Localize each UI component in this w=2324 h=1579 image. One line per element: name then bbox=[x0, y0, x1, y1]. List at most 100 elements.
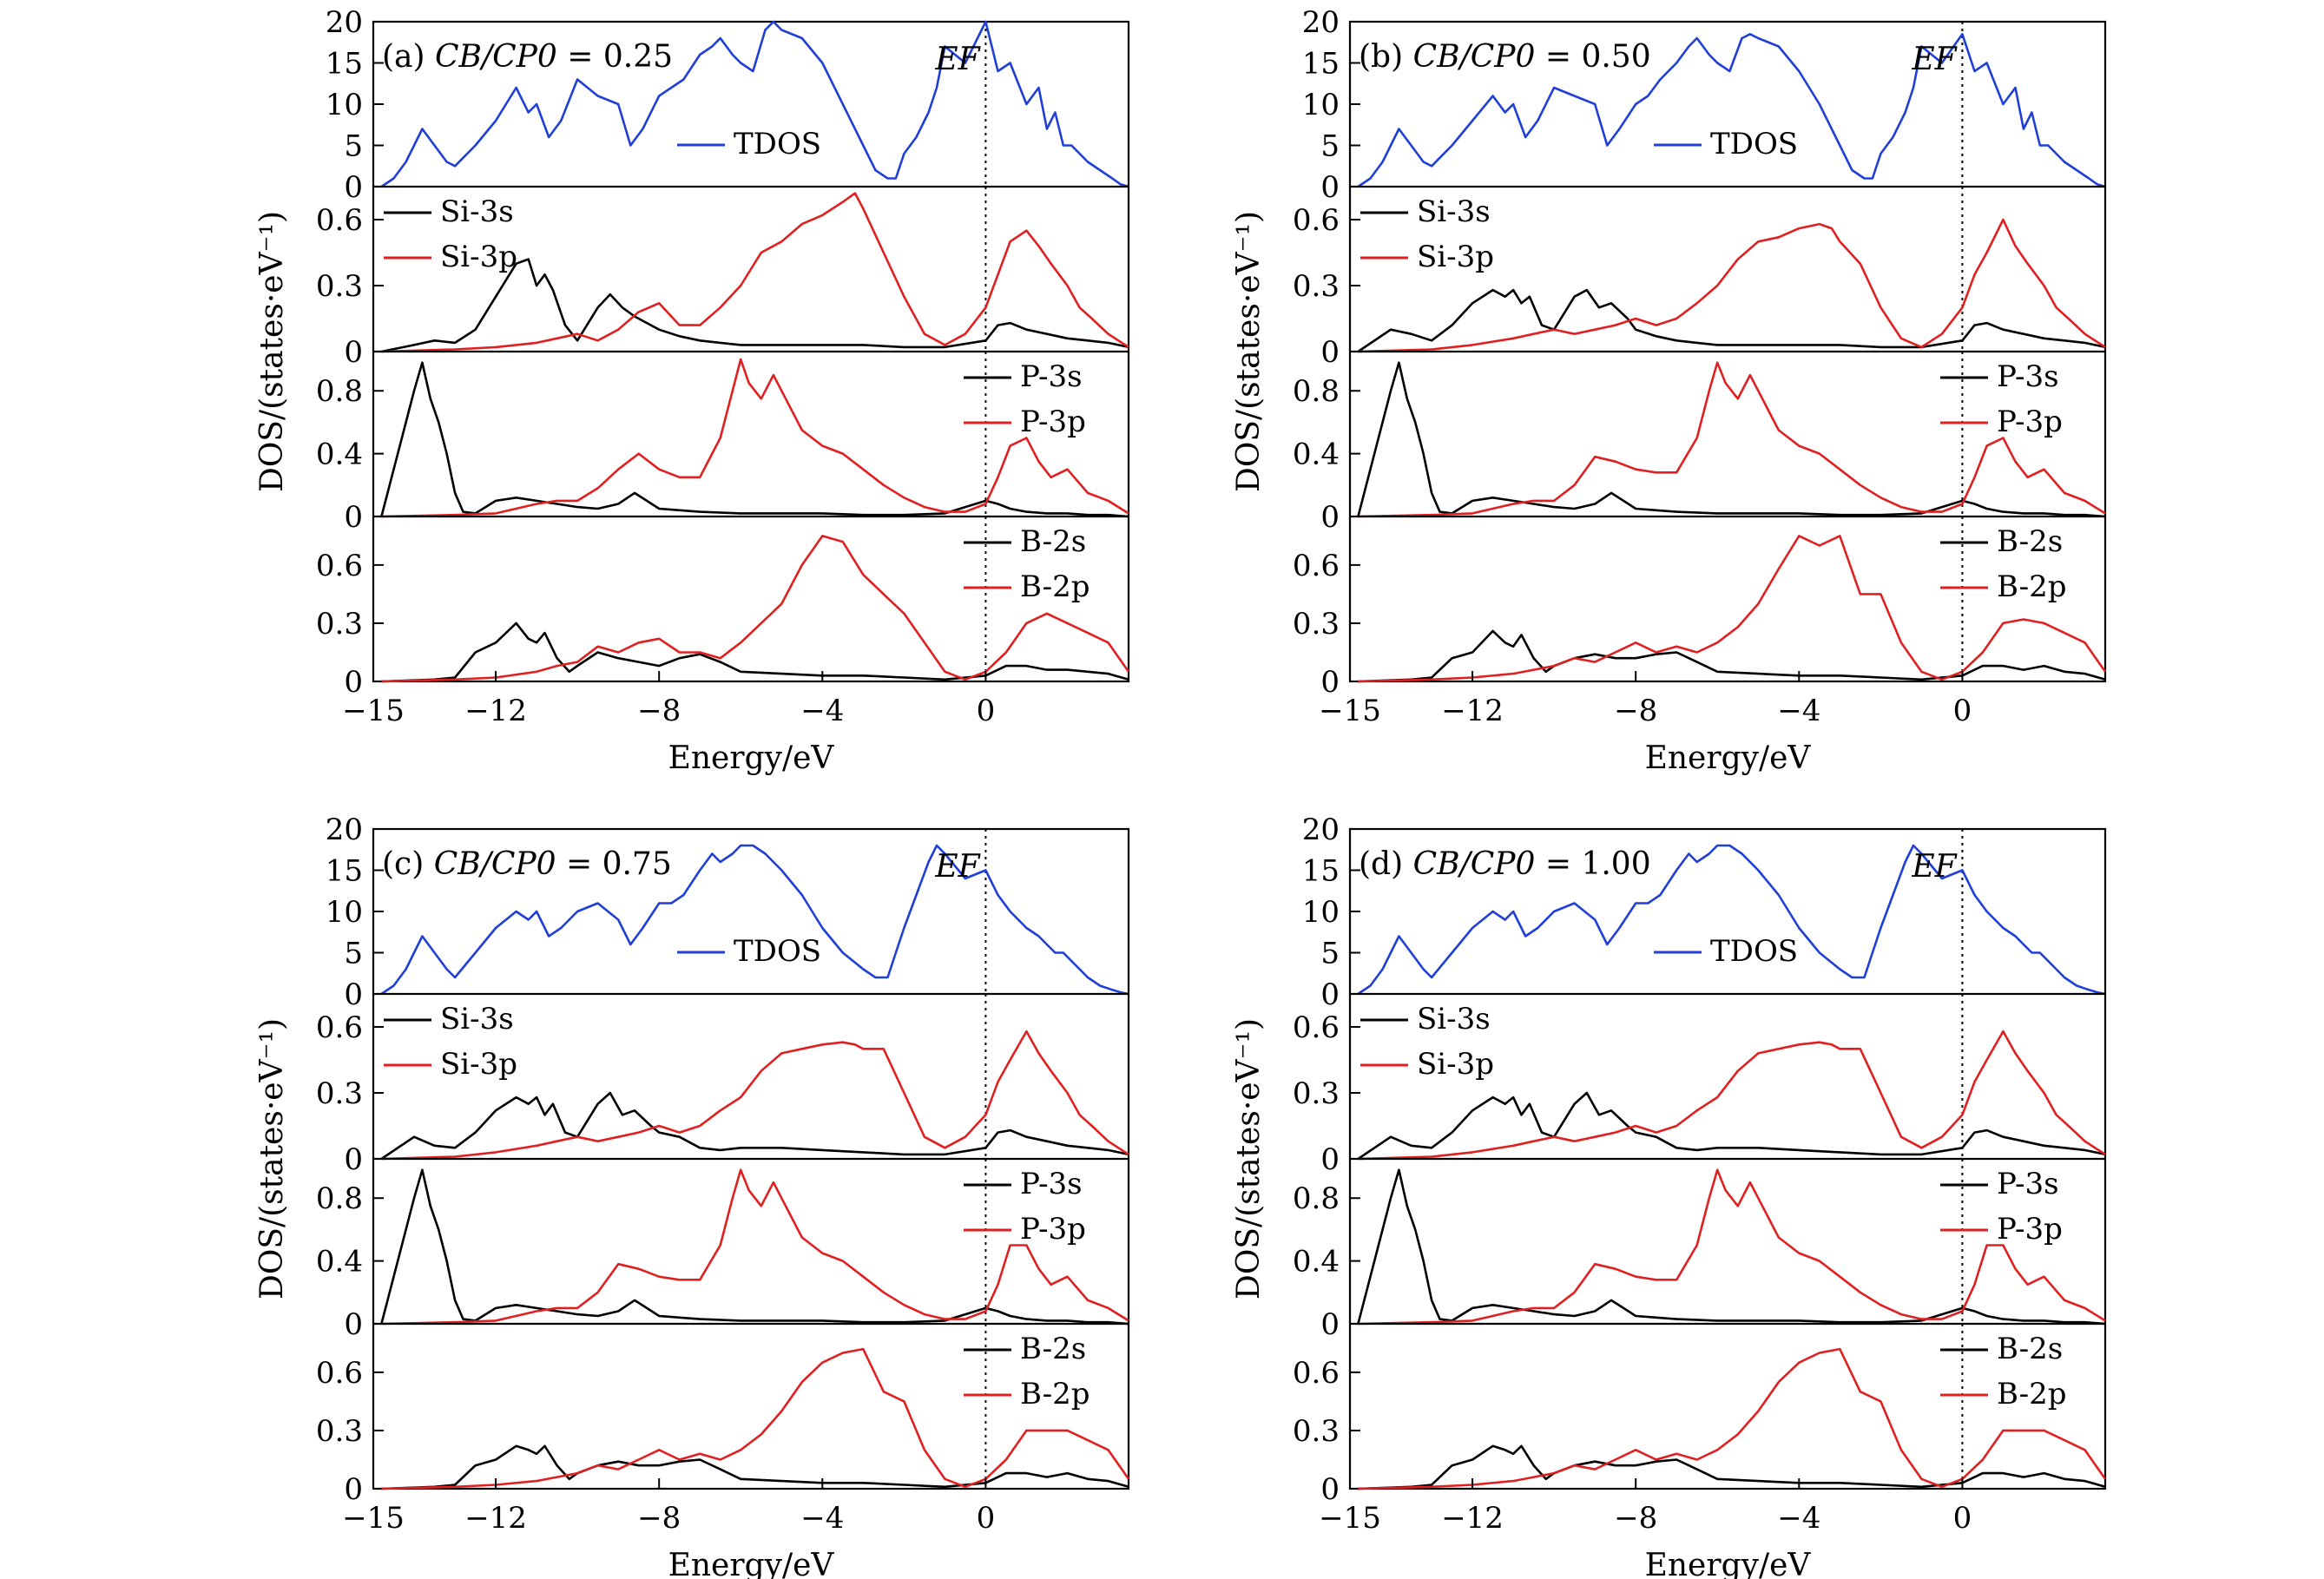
y-axis-label: DOS/(states·eV⁻¹) bbox=[1231, 1018, 1267, 1299]
subplot-p: 0 0.4 0.8 P-3s P-3p bbox=[1293, 1157, 2106, 1342]
legend-label: P-3s bbox=[1020, 359, 1083, 394]
series-b-2s bbox=[381, 1444, 1129, 1490]
condition-part: 0.50 bbox=[1581, 39, 1650, 75]
series-p-3p bbox=[1358, 361, 2106, 518]
series-b-2p bbox=[381, 1347, 1130, 1490]
x-tick-label: −12 bbox=[1441, 694, 1504, 728]
legend-label: B-2s bbox=[1020, 1332, 1086, 1366]
series-p-3s bbox=[1357, 361, 2106, 518]
y-tick-label: 0 bbox=[344, 665, 363, 700]
y-tick-label: 0.6 bbox=[316, 549, 363, 583]
x-tick-label: −15 bbox=[1319, 1501, 1381, 1536]
x-tick-label: −4 bbox=[1777, 1501, 1820, 1536]
x-tick-label: −8 bbox=[637, 694, 681, 728]
y-tick-label: 0 bbox=[1320, 170, 1340, 205]
x-tick-label: −4 bbox=[800, 694, 844, 728]
x-tick-label: 0 bbox=[1953, 694, 1972, 728]
series-si-3s bbox=[1357, 1091, 2106, 1161]
x-tick-label: −12 bbox=[1441, 1501, 1504, 1536]
y-tick-label: 20 bbox=[1302, 813, 1340, 847]
y-tick-label: 0.3 bbox=[316, 1076, 363, 1111]
condition-text: (c) CB/CP0 = 0.75 bbox=[382, 846, 672, 882]
y-tick-label: 0.6 bbox=[1293, 549, 1340, 583]
condition-part: = bbox=[1535, 846, 1581, 882]
y-tick-label: 20 bbox=[326, 5, 363, 40]
legend-label: B-2p bbox=[1997, 1377, 2067, 1411]
condition-label: (b) CB/CP0 = 0.50 bbox=[1359, 39, 1651, 75]
subplot-tdos: 0 5 10 15 20 TDOS bbox=[1302, 5, 2106, 205]
y-tick-label: 0.3 bbox=[316, 269, 363, 304]
legend-label: P-3p bbox=[1997, 1212, 2063, 1247]
legend: P-3s P-3p bbox=[964, 1167, 1086, 1247]
legend-label: TDOS bbox=[1710, 934, 1798, 969]
y-tick-label: 0.8 bbox=[316, 374, 363, 409]
series-p-3s bbox=[1357, 1168, 2106, 1326]
y-tick-label: 0.3 bbox=[1293, 607, 1340, 641]
y-tick-label: 10 bbox=[1302, 88, 1340, 122]
series-p-3s bbox=[380, 361, 1129, 518]
x-tick-label: −8 bbox=[637, 1501, 681, 1536]
series-tdos bbox=[1357, 32, 2106, 188]
condition-part: (a) bbox=[382, 39, 435, 75]
legend-label: P-3s bbox=[1997, 1167, 2059, 1201]
series-b-2s bbox=[1358, 1444, 2106, 1490]
condition-part: 0.75 bbox=[602, 846, 672, 882]
y-tick-label: 0 bbox=[344, 1142, 363, 1177]
legend: Si-3s Si-3p bbox=[1360, 194, 1494, 274]
condition-part: 0.25 bbox=[603, 39, 673, 75]
x-tick-label: −8 bbox=[1614, 694, 1657, 728]
subplot-b: 0 0.3 0.6 B-2s B-2p bbox=[316, 515, 1130, 700]
subplot-b: 0 0.3 0.6 B-2s B-2p bbox=[1293, 1322, 2107, 1507]
y-tick-label: 15 bbox=[326, 854, 363, 889]
condition-part: (b) bbox=[1359, 39, 1413, 75]
y-tick-label: 10 bbox=[326, 895, 363, 930]
legend-label: B-2p bbox=[1020, 1377, 1090, 1411]
condition-part: = bbox=[556, 846, 602, 882]
y-tick-label: 0.6 bbox=[1293, 1010, 1340, 1045]
legend: B-2s B-2p bbox=[1940, 524, 2067, 604]
x-tick-label: 0 bbox=[1953, 1501, 1972, 1536]
y-tick-label: 0 bbox=[344, 1307, 363, 1342]
x-tick-label: −8 bbox=[1614, 1501, 1657, 1536]
dos-panel-d: 0 5 10 15 20 TDOS 0 0.3 0.6 Si-3s Si-3p 0 0.4 0.8 P-3s… bbox=[1231, 813, 2107, 1579]
y-tick-label: 20 bbox=[326, 813, 363, 847]
x-axis-label: Energy/eV bbox=[1645, 740, 1812, 776]
legend: B-2s B-2p bbox=[1940, 1332, 2067, 1411]
y-tick-label: 5 bbox=[344, 129, 363, 164]
legend-label: P-3p bbox=[1020, 1212, 1086, 1247]
legend-label: TDOS bbox=[734, 934, 821, 969]
subplot-b: 0 0.3 0.6 B-2s B-2p bbox=[1293, 515, 2107, 700]
y-tick-label: 0 bbox=[1320, 665, 1340, 700]
x-tick-label: 0 bbox=[977, 694, 996, 728]
legend: TDOS bbox=[1654, 127, 1798, 161]
legend-label: P-3p bbox=[1997, 405, 2063, 439]
y-tick-label: 0.8 bbox=[1293, 1181, 1340, 1216]
y-tick-label: 5 bbox=[344, 937, 363, 971]
series-b-2p bbox=[381, 535, 1130, 683]
y-tick-label: 0 bbox=[344, 977, 363, 1012]
y-tick-label: 15 bbox=[1302, 854, 1340, 889]
condition-text: (a) CB/CP0 = 0.25 bbox=[382, 39, 673, 75]
legend: B-2s B-2p bbox=[964, 524, 1090, 604]
series-tdos bbox=[1357, 844, 2106, 996]
y-tick-label: 10 bbox=[326, 88, 363, 122]
x-tick-label: 0 bbox=[977, 1501, 996, 1536]
legend: P-3s P-3p bbox=[1940, 1167, 2063, 1247]
legend: P-3s P-3p bbox=[1940, 359, 2063, 439]
legend-label: B-2s bbox=[1020, 524, 1086, 559]
y-tick-label: 0.4 bbox=[1293, 438, 1340, 472]
x-tick-label: −12 bbox=[464, 1501, 527, 1536]
y-tick-label: 0.3 bbox=[316, 1414, 363, 1449]
x-axis-label: Energy/eV bbox=[668, 740, 835, 776]
y-tick-label: 0 bbox=[344, 500, 363, 535]
x-tick-label: −15 bbox=[1319, 694, 1381, 728]
y-tick-label: 0 bbox=[1320, 977, 1340, 1012]
condition-text: (d) CB/CP0 = 1.00 bbox=[1359, 846, 1651, 882]
dos-panel-c: 0 5 10 15 20 TDOS 0 0.3 0.6 Si-3s Si-3p 0 0.4 0.8 P-3s… bbox=[254, 813, 1130, 1579]
x-tick-label: −12 bbox=[464, 694, 527, 728]
y-tick-label: 0.3 bbox=[1293, 269, 1340, 304]
legend: Si-3s Si-3p bbox=[384, 1002, 517, 1082]
dos-panel-a: 0 5 10 15 20 TDOS 0 0.3 0.6 Si-3s Si-3p 0 0.4 0.8 P-3s… bbox=[254, 5, 1130, 776]
legend: P-3s P-3p bbox=[964, 359, 1086, 439]
